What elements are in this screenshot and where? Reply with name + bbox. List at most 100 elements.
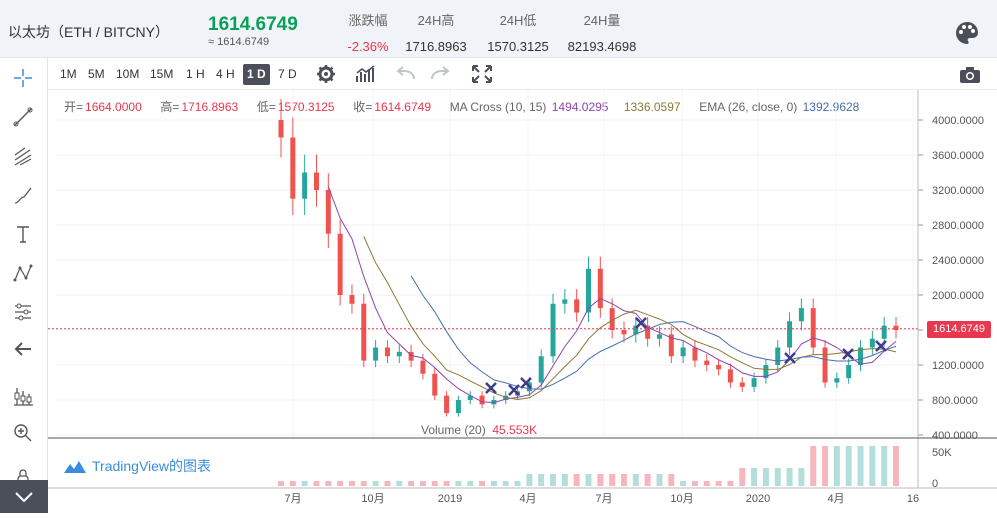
ema-line: [410, 275, 897, 390]
volume-bar: [644, 474, 651, 486]
candle-body: [692, 347, 698, 361]
stat-change-value: -2.36%: [347, 39, 389, 54]
tradingview-branding[interactable]: TradingView的图表: [64, 456, 211, 476]
volume-bar: [301, 481, 308, 486]
candle-body: [775, 347, 781, 365]
volume-bar: [360, 481, 367, 486]
pattern-icon[interactable]: [8, 258, 38, 288]
candle-body: [597, 268, 603, 309]
tf-1h[interactable]: 1 H: [186, 67, 205, 81]
candle-body: [313, 172, 319, 190]
fullscreen-icon[interactable]: [470, 63, 494, 85]
candle-body: [846, 365, 852, 379]
volume-bar: [620, 474, 627, 486]
candle-body: [278, 120, 284, 138]
candle-body: [444, 395, 450, 414]
candle-body: [432, 373, 438, 396]
low-label: 低=: [256, 100, 276, 114]
x-tick-label: 16: [907, 493, 919, 505]
tradingview-logo-icon: [64, 461, 86, 473]
volume-bar: [632, 474, 639, 486]
volume-bar: [786, 468, 793, 486]
volume-bar: [609, 474, 616, 486]
branding-text: TradingView的图表: [92, 458, 212, 474]
undo-icon[interactable]: [394, 63, 418, 85]
volume-bar: [431, 481, 438, 486]
y-tick-label: 800.0000: [932, 395, 978, 407]
candle-body: [349, 295, 355, 304]
stat-change-label: 涨跌幅: [348, 13, 388, 28]
y-tick-label: 1200.0000: [932, 360, 984, 372]
back-arrow-icon[interactable]: [8, 334, 38, 364]
x-tick-label: 7月: [284, 493, 301, 505]
zoom-icon[interactable]: [8, 418, 38, 448]
volume-bar: [384, 481, 391, 486]
palette-icon[interactable]: [954, 20, 980, 46]
tf-1m[interactable]: 1M: [60, 67, 77, 81]
volume-bar: [656, 474, 663, 486]
measure-icon[interactable]: [8, 297, 38, 327]
volume-bar: [479, 481, 486, 486]
fib-icon[interactable]: [8, 141, 38, 171]
chart-toolbar: 1M 5M 10M 15M 1 H 4 H 1 D 7 D: [48, 58, 997, 90]
close-label: 收=: [353, 100, 373, 114]
settings-icon[interactable]: [314, 63, 338, 85]
y-tick-label: 3200.0000: [932, 185, 984, 197]
x-tick-label: 7月: [595, 493, 612, 505]
ma1-value: 1494.0295: [551, 100, 609, 114]
candle-body: [550, 303, 556, 357]
volume-legend: Volume (20) 45.553K: [421, 423, 537, 437]
trend-line-icon[interactable]: [8, 102, 38, 132]
candle-body: [467, 395, 473, 400]
candle-body: [810, 308, 816, 348]
brush-icon[interactable]: [8, 180, 38, 210]
redo-icon[interactable]: [428, 63, 452, 85]
camera-icon[interactable]: [958, 63, 982, 85]
pair-name: 以太坊（ETH / BITCNY）: [8, 24, 170, 40]
ma-cross-marker: [508, 384, 520, 396]
tf-15m[interactable]: 15M: [150, 67, 174, 81]
volume-bar: [845, 446, 852, 486]
x-tick-label: 4月: [519, 493, 536, 505]
indicators-icon[interactable]: [354, 63, 378, 85]
volume-bar: [751, 468, 758, 486]
candle-body: [822, 347, 828, 383]
ma-cross-marker: [635, 317, 647, 329]
candle-body: [408, 351, 414, 361]
candle-body: [290, 137, 296, 199]
stat-change: 涨跌幅 -2.36%: [340, 10, 396, 54]
candle-body: [727, 369, 733, 383]
candle-body: [869, 338, 875, 348]
candle-body: [373, 347, 379, 361]
candle-body: [574, 299, 580, 313]
volume-value: 45.553K: [492, 423, 538, 437]
crosshair-icon[interactable]: [8, 63, 38, 93]
long-position-icon[interactable]: [8, 381, 38, 411]
tf-7d[interactable]: 7 D: [278, 67, 297, 81]
candle-body: [396, 351, 402, 357]
tf-1d[interactable]: 1 D: [243, 64, 270, 85]
volume-bar: [715, 481, 722, 486]
high-label: 高=: [160, 100, 180, 114]
candle-body: [739, 382, 745, 387]
volume-bar: [810, 446, 817, 486]
tf-5m[interactable]: 5M: [88, 67, 105, 81]
tf-4h[interactable]: 4 H: [216, 67, 235, 81]
volume-bar: [289, 481, 296, 486]
tf-10m[interactable]: 10M: [116, 67, 140, 81]
candle-body: [325, 190, 331, 234]
collapse-toolbar-button[interactable]: [0, 480, 48, 513]
current-price-tag: 1614.6749: [927, 321, 991, 338]
volume-bar: [774, 468, 781, 486]
market-header: 以太坊（ETH / BITCNY） 1614.6749 ≈ 1614.6749 …: [0, 0, 997, 58]
price-chart[interactable]: 4000.0000 3600.0000 3200.0000 2800.0000 2400…: [48, 90, 997, 513]
candle-body: [337, 233, 343, 295]
volume-bar: [833, 446, 840, 486]
candle-body: [751, 378, 757, 387]
volume-bar: [502, 481, 509, 486]
stat-volume-label: 24H量: [583, 13, 621, 28]
volume-bar: [680, 481, 687, 486]
stat-high: 24H高 1716.8963: [402, 10, 470, 54]
candle-body: [503, 395, 509, 400]
text-icon[interactable]: [8, 219, 38, 249]
